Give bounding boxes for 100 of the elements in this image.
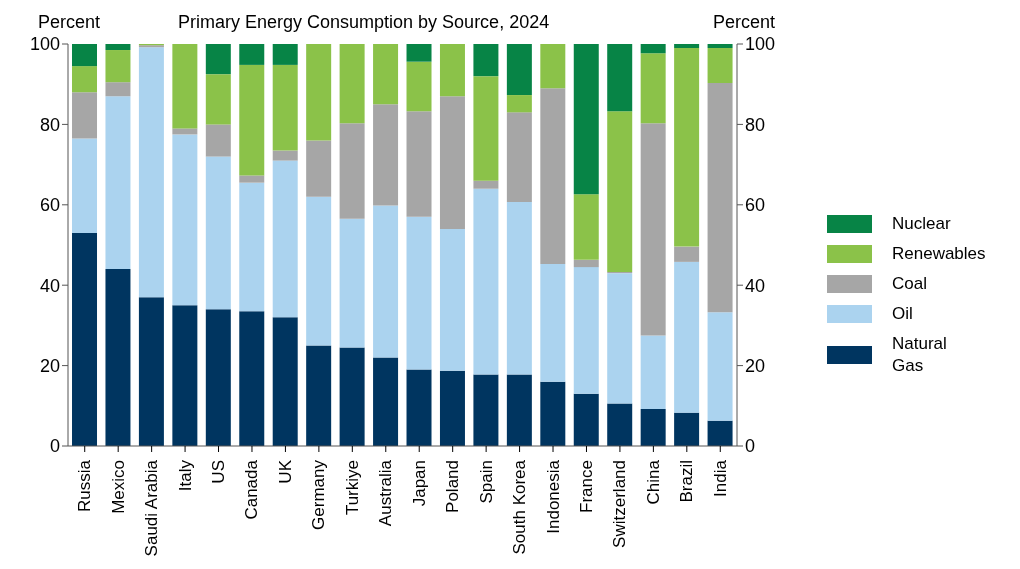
legend-label: Natural Gas [892,332,948,377]
bar [272,44,298,65]
bar [172,128,198,135]
bar [272,64,298,151]
bar [373,357,399,446]
bar [506,44,532,96]
legend-label: Oil [892,302,913,325]
x-tick-label: Germany [309,459,329,530]
x-tick-label: Mexico [108,460,128,514]
bar [473,76,499,181]
bar [239,175,265,183]
bar [105,44,131,51]
bar [172,305,198,446]
legend-label: Nuclear [892,212,951,235]
bar [674,261,700,413]
bar [205,74,231,125]
bar [607,273,633,404]
bar [473,180,499,189]
bar [239,64,265,176]
x-tick-label: Turkiye [342,460,362,516]
legend-label: Coal [892,272,927,295]
x-tick-label: China [643,459,663,505]
bar [707,420,733,446]
y2-tick-label: 40 [745,275,766,296]
y2-tick-label: 100 [745,34,776,55]
bar [640,335,666,410]
x-tick-label: Canada [242,459,262,520]
bar [674,48,700,247]
bar [306,345,332,446]
x-tick-label: Poland [443,460,463,513]
bar [373,44,399,105]
bar [205,309,231,446]
x-tick-label: Brazil [677,460,697,503]
bar [105,96,131,270]
bar [607,44,633,112]
x-tick-label: Saudi Arabia [142,459,162,557]
bar [607,403,633,446]
bar [506,374,532,446]
x-tick-label: France [576,460,596,513]
bar [607,111,633,272]
chart-title: Primary Energy Consumption by Source, 2024 [178,12,550,33]
bar [573,267,599,394]
bar [573,259,599,268]
bar [506,95,532,113]
bar [540,381,566,446]
x-tick-label: India [710,459,730,497]
x-tick-label: Japan [409,460,429,507]
x-tick-label: South Korea [510,459,530,555]
y-tick-label: 40 [39,275,60,296]
y2-tick-label: 80 [745,114,766,135]
bar [573,44,599,195]
bar [573,194,599,260]
bar [473,44,499,77]
bar [306,44,332,141]
bar [674,246,700,262]
bar [72,92,98,139]
y2-tick-label: 0 [745,436,756,457]
bar [707,312,733,421]
bar [272,317,298,446]
bar [205,156,231,310]
x-tick-label: Russia [75,459,95,512]
bar [640,53,666,124]
x-tick-label: Italy [175,459,195,492]
bar [640,44,666,54]
bar [172,44,198,129]
y-tick-label: 100 [29,34,60,55]
bar [707,82,733,313]
bar [105,82,131,97]
bar [506,112,532,202]
y-axis-title: Percent [38,12,101,33]
bar [640,409,666,446]
y2-axis-title: Percent [713,12,776,33]
bar [406,369,432,446]
bar [339,218,365,348]
bar [406,111,432,217]
bar [473,374,499,446]
legend-label: Renewables [892,242,986,265]
bar [373,104,399,206]
bar [72,44,98,67]
bar [439,44,465,97]
x-tick-label: Switzerland [610,460,630,548]
bar [339,123,365,219]
y-tick-label: 0 [49,436,60,457]
bar [674,44,700,49]
bar [239,182,265,312]
bar [540,44,566,89]
bar [439,228,465,371]
bar [339,347,365,446]
bar [272,150,298,161]
bar [573,393,599,446]
bar [707,44,733,49]
bar [306,196,332,346]
y2-tick-label: 20 [745,355,766,376]
bar [105,269,131,446]
bar [640,123,666,336]
bar [72,232,98,446]
x-tick-label: UK [275,459,295,484]
x-tick-label: Australia [376,459,396,527]
y-tick-label: 80 [39,114,60,135]
x-tick-label: Spain [476,460,496,504]
